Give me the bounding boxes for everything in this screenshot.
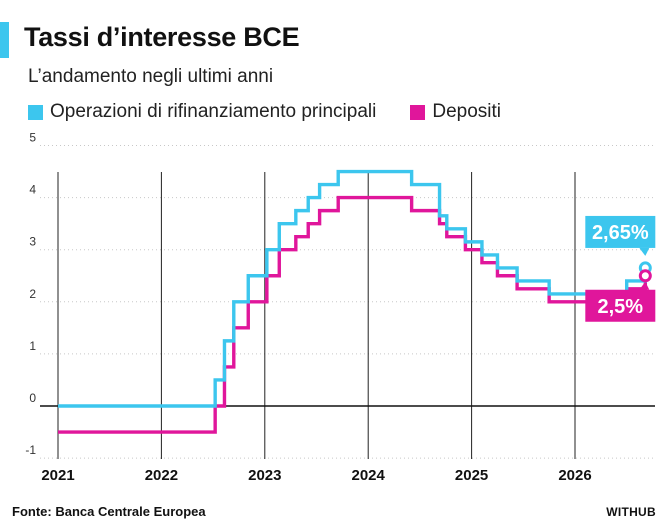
legend: Operazioni di rifinanziamento principali… <box>28 101 535 123</box>
x-tick-label: 2024 <box>352 467 386 484</box>
legend-swatch-mro <box>28 104 43 120</box>
legend-label-deposit: Depositi <box>432 101 501 122</box>
chart-subtitle: L’andamento negli ultimi anni <box>28 66 274 87</box>
brand-logo: WITHUB <box>606 505 656 519</box>
rate-chart: -1 0 1 2 3 4 5 2021 2022 2023 2024 2025 2026 2,65% 2,5… <box>25 131 656 484</box>
y-tick-label: 3 <box>29 235 36 249</box>
legend-swatch-deposit <box>410 104 426 120</box>
source-note: Fonte: Banca Centrale Europea <box>12 504 206 519</box>
x-tick-label: 2023 <box>248 467 281 484</box>
title-accent-bar <box>0 22 9 58</box>
x-tick-label: 2025 <box>455 467 488 484</box>
y-tick-label: -1 <box>25 443 36 457</box>
legend-item-mro: Operazioni di rifinanziamento principali <box>28 101 376 123</box>
x-tick-label: 2026 <box>558 467 591 484</box>
y-tick-label: 2 <box>29 287 36 301</box>
legend-label-mro: Operazioni di rifinanziamento principali <box>50 101 377 122</box>
callout-pointer-mro <box>639 247 650 256</box>
series-line-deposit <box>58 195 648 434</box>
end-marker-deposit <box>638 269 652 283</box>
chart-title: Tassi d’interesse BCE <box>24 22 300 52</box>
callout-box-mro <box>585 215 656 248</box>
callout-pointer-deposit <box>639 281 650 290</box>
y-tick-label: 1 <box>29 339 36 353</box>
x-tick-label: 2021 <box>41 467 74 484</box>
end-label-deposit: 2,5% <box>598 296 644 318</box>
legend-item-deposit: Depositi <box>410 101 501 123</box>
series-line-mro <box>58 169 648 408</box>
y-tick-label: 4 <box>29 183 36 197</box>
callout-box-deposit <box>585 289 656 322</box>
x-tick-label: 2022 <box>145 467 178 484</box>
y-tick-label: 5 <box>29 131 36 145</box>
y-tick-label: 0 <box>29 391 36 405</box>
end-label-mro: 2,65% <box>592 222 649 244</box>
